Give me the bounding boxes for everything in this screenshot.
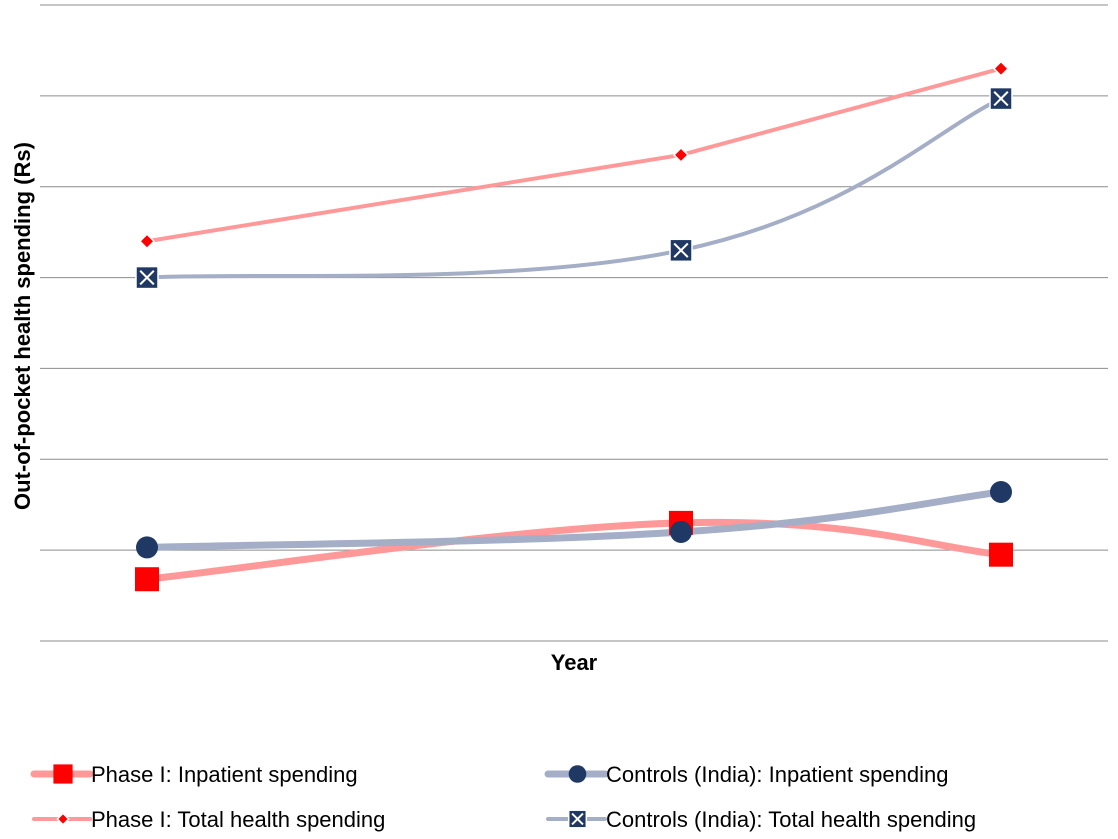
marker-cross (993, 91, 1009, 107)
legend: Phase I: Inpatient spending Controls (In… (30, 762, 976, 832)
legend-label: Controls (India): Total health spending (606, 807, 976, 832)
legend-item-phase1-total: Phase I: Total health spending (32, 807, 385, 832)
legend-marker (568, 765, 587, 783)
data-point (990, 480, 1012, 503)
legend-swatch-diamond-icon (32, 812, 92, 826)
legend-marker (53, 764, 73, 784)
marker-cross (139, 270, 155, 286)
marker-cross (673, 242, 689, 258)
series-lines (143, 66, 1005, 583)
legend-marker (567, 809, 588, 829)
data-point (135, 265, 159, 290)
series-line (143, 518, 1005, 583)
marker-cross (571, 812, 584, 826)
legend-label: Phase I: Total health spending (91, 807, 385, 832)
data-point (670, 520, 692, 543)
data-point (135, 567, 159, 592)
data-point (669, 238, 693, 263)
legend-swatch-square-icon (30, 764, 94, 784)
data-point (136, 536, 158, 559)
y-axis-title: Out-of-pocket health spending (Rs) (10, 142, 35, 510)
legend-item-controls-total: Controls (India): Total health spending (546, 807, 976, 832)
legend-label: Controls (India): Inpatient spending (606, 762, 948, 787)
legend-item-controls-inpatient: Controls (India): Inpatient spending (544, 762, 948, 787)
data-point (672, 146, 690, 163)
legend-marker (56, 812, 70, 826)
legend-swatch-circle-icon (544, 765, 609, 783)
series-line (145, 96, 1003, 280)
data-point (989, 542, 1013, 567)
legend-label: Phase I: Inpatient spending (91, 762, 358, 787)
data-point (992, 60, 1010, 77)
series-line (145, 66, 1003, 244)
legend-swatch-xsquare-icon (546, 809, 607, 829)
data-point (989, 86, 1013, 111)
series-line (143, 488, 1005, 551)
legend-item-phase1-inpatient: Phase I: Inpatient spending (30, 762, 358, 787)
data-point (138, 233, 156, 250)
series-markers (135, 60, 1013, 592)
x-axis-title: Year (551, 650, 598, 675)
